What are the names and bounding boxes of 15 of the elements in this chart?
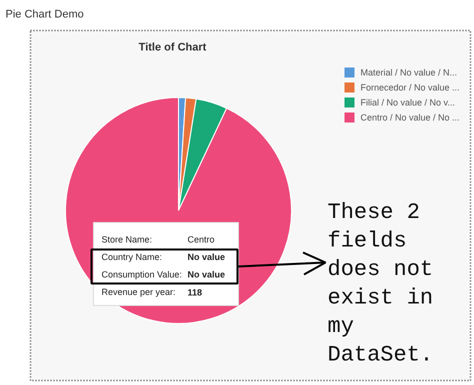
text: 118 (188, 288, 202, 298)
text: Consumption Value: (102, 270, 182, 280)
text: No value (188, 252, 226, 262)
text: No value (188, 270, 226, 280)
legend-label: Centro / No value / No ... (360, 112, 460, 122)
legend-label: Material / No value / N... (360, 68, 458, 78)
text: Store Name: (102, 234, 152, 244)
legend-label: Filial / No value / No v... (360, 98, 455, 108)
chart-title: Pie Chart Demo (6, 8, 84, 20)
text: Centro (188, 234, 215, 244)
text: Revenue per year: (102, 287, 176, 297)
text: Country Name: (102, 252, 162, 262)
legend-label: Fornecedor / No value ... (360, 82, 460, 92)
text: These 2 fields does not exist in my DataSet. (328, 200, 434, 368)
chart-subtitle: Title of Chart (138, 42, 207, 54)
